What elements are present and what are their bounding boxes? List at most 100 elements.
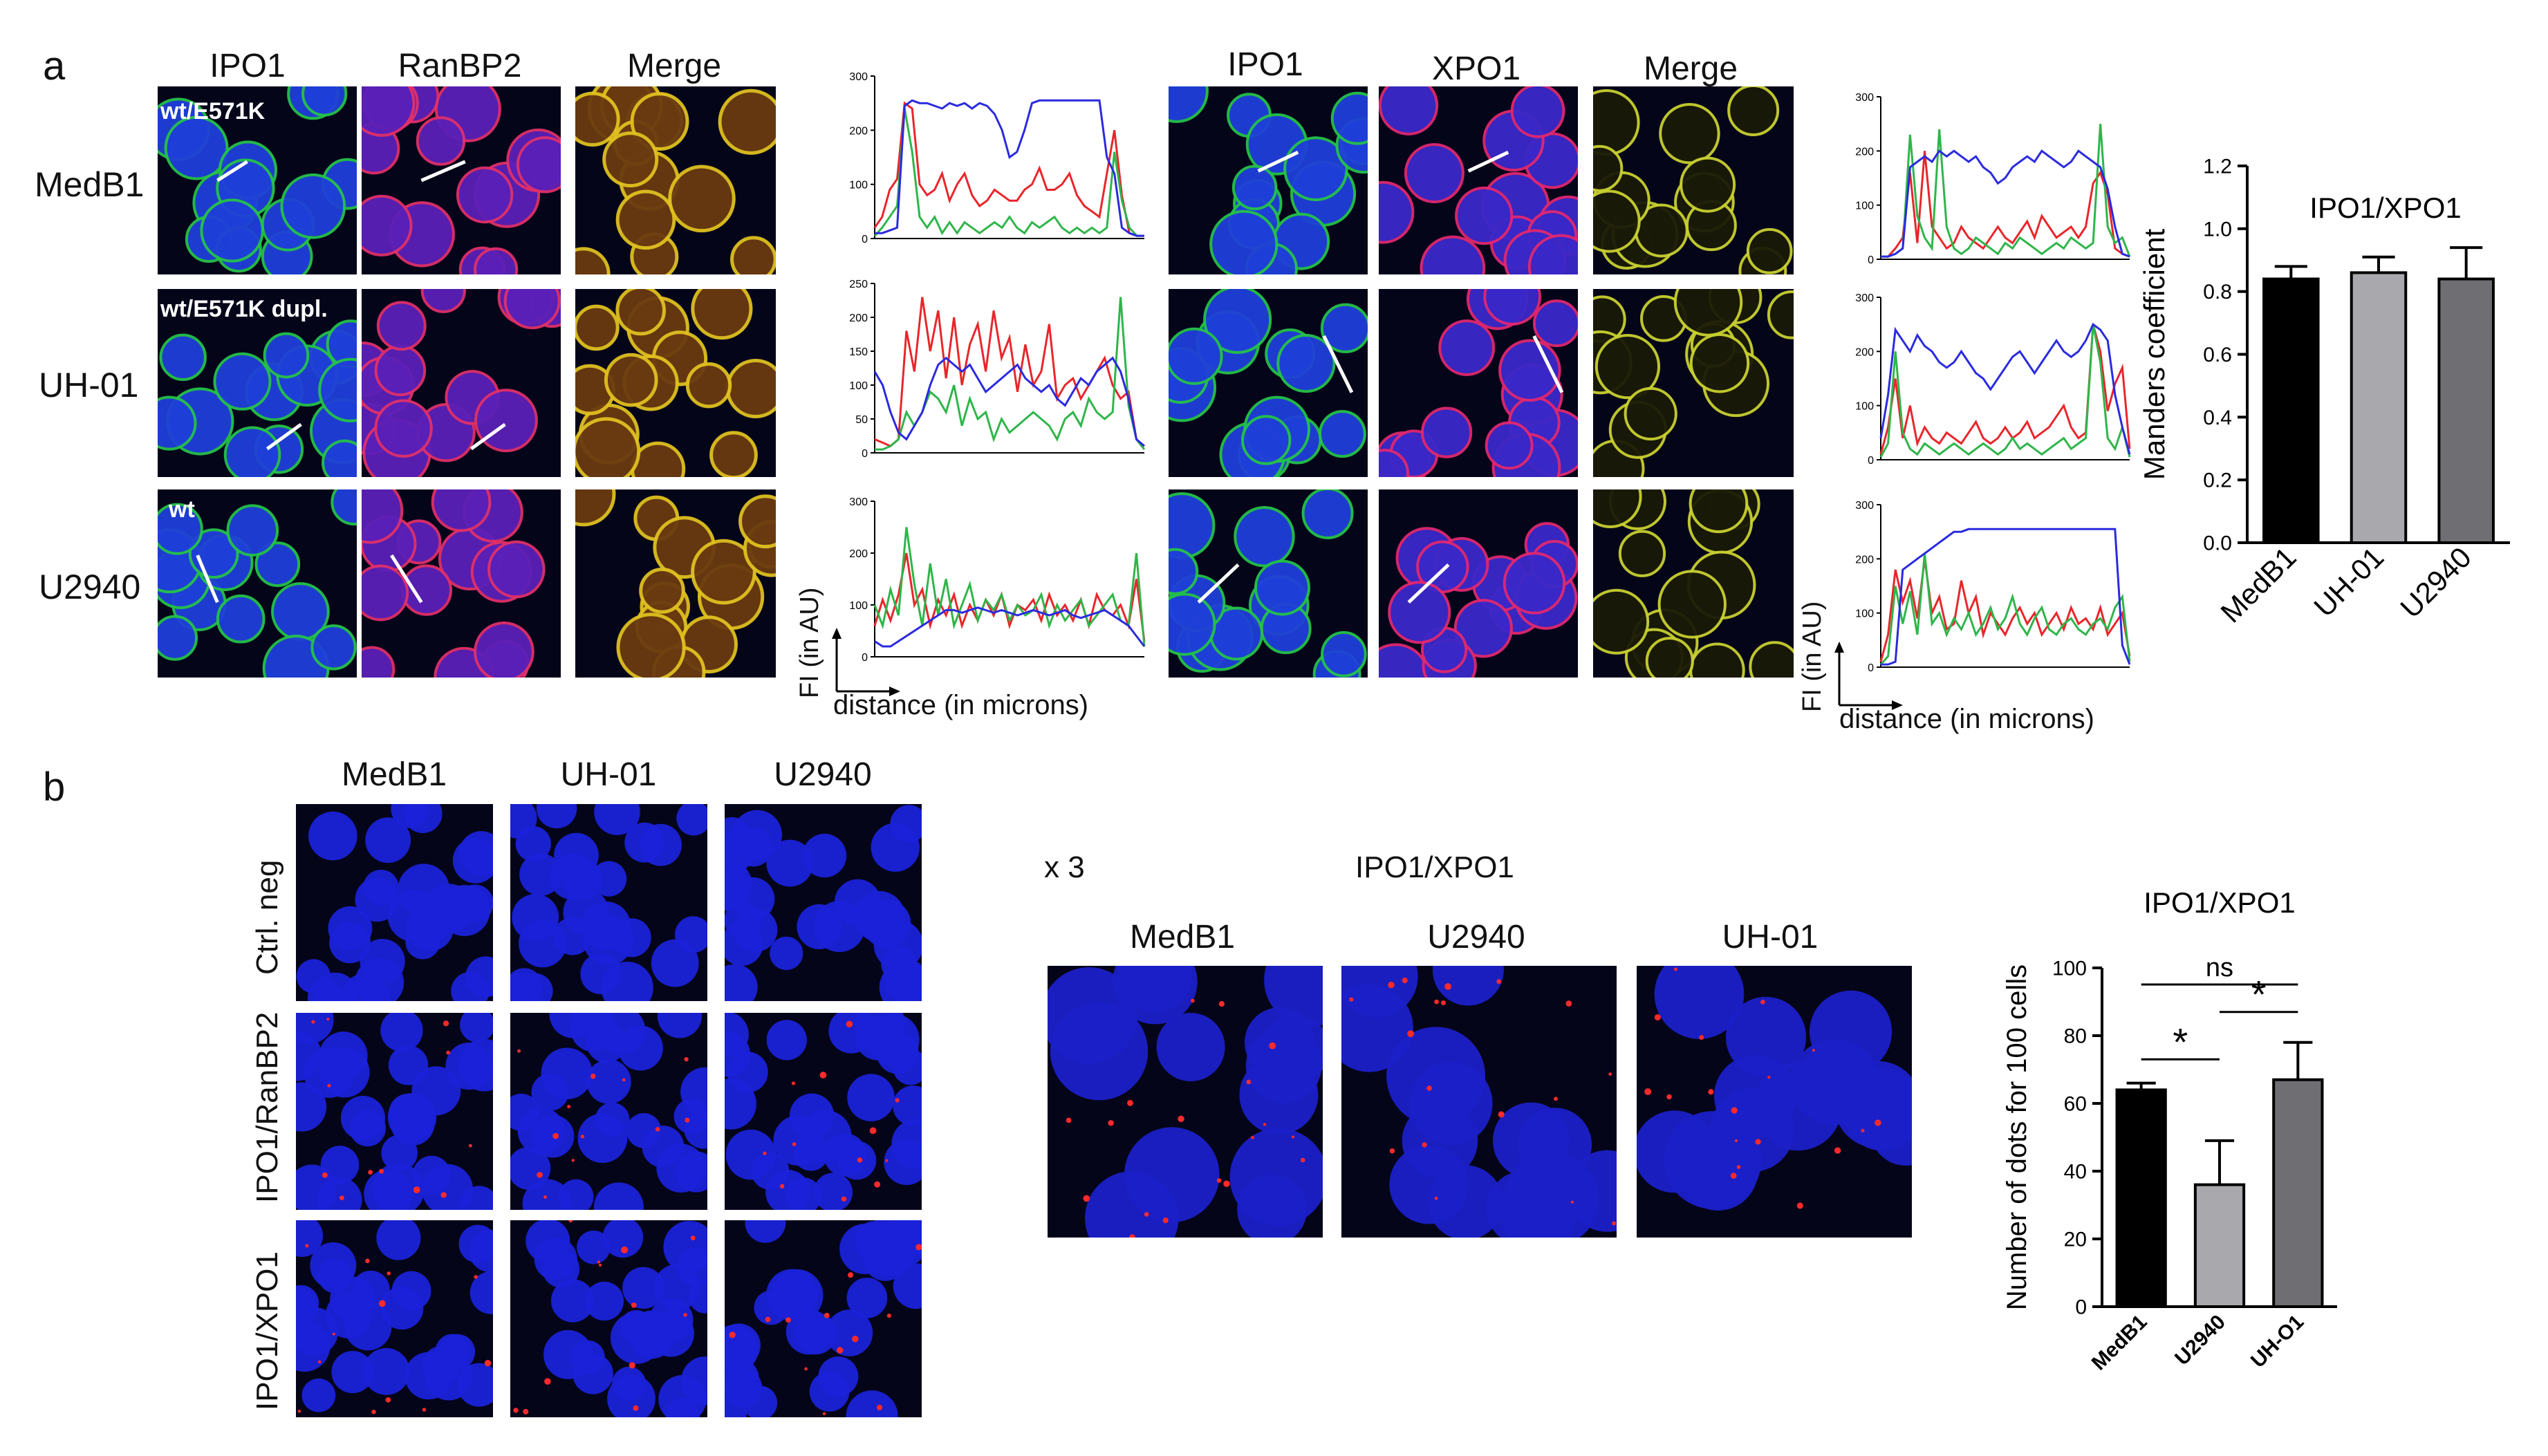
micrograph-image	[1637, 966, 1912, 1238]
x-tick-label: UH-O1	[2247, 1311, 2308, 1372]
y-tick-label: 0	[1868, 254, 1874, 266]
col-header-ranbp2: RanBP2	[398, 48, 522, 84]
y-tick-label: 0.0	[2203, 532, 2232, 555]
bar	[2350, 271, 2408, 545]
y-tick-label: 150	[849, 346, 868, 358]
intensity-profile-chart: 0 100 200 300	[1832, 290, 2137, 477]
y-tick-label: 20	[2064, 1229, 2087, 1251]
significance-label: *	[2251, 973, 2267, 1016]
y-tick-label: 40	[2064, 1161, 2087, 1184]
green-channel-line	[1881, 124, 2131, 258]
profile-axis-key: FI (in AU)	[1798, 601, 1908, 733]
micrograph-image	[510, 804, 707, 1001]
y-tick-label: 100	[2052, 958, 2087, 980]
micrograph-image	[296, 1220, 493, 1417]
red-channel-line	[873, 101, 1144, 237]
green-channel-line	[873, 108, 1144, 237]
micrograph-image	[1048, 966, 1323, 1238]
y-tick-label: 0	[862, 652, 868, 664]
micrograph-image	[1379, 489, 1578, 678]
y-tick-label: 0	[862, 448, 868, 460]
col-header-ipo1: IPO1	[210, 48, 286, 84]
bar	[2115, 1088, 2167, 1308]
panel-letter-a: a	[43, 44, 66, 88]
x-tick-label: MedB1	[2087, 1311, 2152, 1375]
zoom-col-medb1: MedB1	[1129, 919, 1236, 955]
y-axis-label: Manders coefficient	[2138, 228, 2170, 480]
micrograph-image	[296, 804, 493, 1001]
micrograph-image	[1379, 289, 1578, 477]
micrograph-image	[158, 489, 357, 678]
green-channel-line	[1879, 553, 2131, 666]
micrograph-image	[362, 86, 561, 274]
intensity-profile-chart: 0 100 200 300	[826, 494, 1151, 674]
y-tick-label: 100	[1855, 608, 1874, 620]
micrograph-image	[362, 489, 561, 678]
micrograph-image	[575, 86, 776, 274]
micrograph-image	[725, 804, 922, 1001]
y-tick-label: 100	[1855, 200, 1874, 212]
col-header-ipo1: IPO1	[1227, 46, 1303, 83]
blue-channel-line	[874, 606, 1146, 648]
blue-channel-line	[873, 356, 1145, 447]
y-tick-label: 200	[1855, 146, 1874, 158]
y-tick-label: 1.0	[2203, 218, 2232, 241]
micrograph-image	[1341, 966, 1617, 1238]
significance-label: ns	[2206, 953, 2233, 982]
row-label-ctrl-neg: Ctrl. neg	[250, 859, 284, 975]
y-tick-label: 1.2	[2203, 156, 2232, 178]
red-channel-line	[1881, 151, 2130, 258]
y-tick-label: 100	[849, 180, 868, 192]
col-header-merge: Merge	[1643, 50, 1738, 87]
micrograph-image	[362, 289, 561, 477]
row-label-ipo1-ranbp2: IPO1/RanBP2	[250, 1011, 284, 1203]
dots-bar-chart: Number of dots for 100 cells IPO1/XPO1 0 20…	[1998, 878, 2386, 1431]
y-tick-label: 50	[855, 414, 868, 426]
micrograph-image	[575, 489, 776, 678]
y-tick-label: 200	[849, 125, 868, 137]
y-tick-label: 300	[1855, 92, 1874, 104]
y-tick-label: 100	[1855, 401, 1874, 413]
blue-channel-line	[875, 99, 1144, 237]
y-tick-label: 250	[849, 279, 868, 290]
y-tick-label: 300	[849, 71, 868, 83]
y-tick-label: 0.2	[2203, 469, 2232, 492]
red-channel-line	[873, 552, 1146, 642]
y-tick-label: 100	[849, 600, 868, 612]
micrograph-image	[158, 289, 357, 477]
bar	[2193, 1183, 2246, 1308]
green-channel-line	[875, 297, 1146, 451]
y-tick-label: 100	[849, 380, 868, 392]
micrograph-image	[725, 1013, 922, 1210]
micrograph-image	[725, 1220, 922, 1417]
micrograph-image	[510, 1013, 707, 1210]
zoom-col-u2940: U2940	[1427, 919, 1525, 955]
chart-title: IPO1/XPO1	[2309, 192, 2461, 224]
panel-letter-b: b	[43, 765, 66, 810]
profile-axis-key: FI (in AU)	[795, 588, 906, 726]
row-label-medb1: MedB1	[35, 165, 145, 204]
chart-title: IPO1/XPO1	[2144, 886, 2295, 919]
y-tick-label: 0	[862, 234, 868, 245]
intensity-profile-chart: 0 100 200 300	[826, 69, 1151, 256]
col-header-u2940: U2940	[774, 756, 872, 793]
intensity-profile-chart: 0 100 200 300	[1832, 498, 2137, 684]
micrograph-image	[296, 1013, 493, 1210]
profile-xlabel: distance (in microns)	[1839, 704, 2095, 734]
green-channel-line	[1879, 324, 2131, 458]
red-channel-line	[1879, 559, 2131, 662]
row-label-uh01: UH-01	[39, 366, 139, 404]
micrograph-image	[1169, 289, 1368, 477]
y-tick-label: 300	[1855, 292, 1874, 304]
y-tick-label: 0.4	[2203, 407, 2232, 429]
micrograph-image	[575, 289, 776, 477]
y-tick-label: 60	[2064, 1093, 2087, 1116]
micrograph-image	[1593, 86, 1794, 274]
y-tick-label: 300	[1855, 500, 1874, 512]
x-tick-label: U2940	[2170, 1311, 2230, 1370]
significance-label: *	[2173, 1020, 2188, 1063]
genotype-label: wt/E571K	[160, 98, 266, 124]
micrograph-image	[1379, 86, 1578, 274]
y-tick-label: 0	[2075, 1296, 2087, 1319]
y-tick-label: 200	[849, 548, 868, 560]
